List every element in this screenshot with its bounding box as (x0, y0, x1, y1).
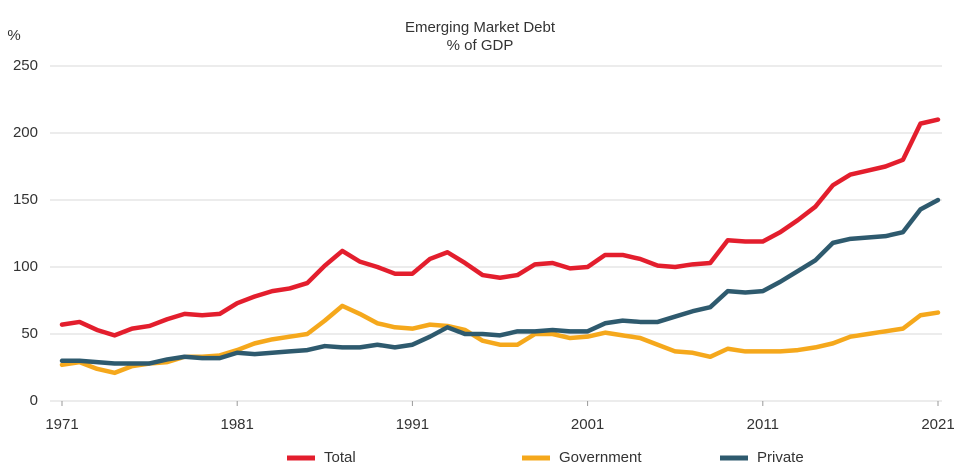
y-tick-label: 150 (13, 191, 38, 208)
x-tick-label: 2011 (747, 416, 779, 433)
y-tick-label: 100 (13, 258, 38, 275)
y-tick-label: 0 (30, 392, 38, 409)
y-tick-label: 50 (21, 325, 38, 342)
x-tick-label: 2001 (571, 416, 604, 433)
x-tick-label: 1971 (45, 416, 78, 433)
x-tick-label: 1981 (221, 416, 254, 433)
x-tick-label: 2021 (921, 416, 954, 433)
chart-title: Emerging Market Debt (405, 19, 556, 36)
legend-label: Total (324, 449, 356, 466)
line-series (59, 197, 941, 366)
legend-label: Government (559, 449, 642, 466)
y-tick-label: 200 (13, 124, 38, 141)
x-tick-label: 1991 (396, 416, 429, 433)
legend-label: Private (757, 449, 804, 466)
chart-subtitle: % of GDP (447, 37, 514, 54)
line-series (59, 117, 941, 338)
y-axis-label: % (7, 27, 20, 44)
y-tick-label: 250 (13, 57, 38, 74)
